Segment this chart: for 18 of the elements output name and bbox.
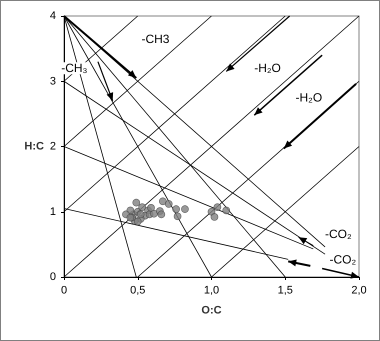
annotation: -H₂O <box>296 90 322 105</box>
x-tick-label: 1,0 <box>204 284 220 296</box>
annotation: -CH3 <box>141 32 170 46</box>
y-tick-label: 4 <box>50 10 56 22</box>
x-axis-title: O:C <box>201 304 222 316</box>
y-tick-label: 2 <box>50 140 56 152</box>
annotation: -H₂O <box>254 61 281 76</box>
y-tick-label: 3 <box>50 75 56 88</box>
y-tick-label: 0 <box>50 271 56 283</box>
annotation: -CO₂ <box>325 226 352 241</box>
x-tick-label: 2,0 <box>351 284 367 296</box>
annotation: -CO₂ <box>329 252 356 266</box>
y-axis-title: H:C <box>24 140 44 152</box>
annotation: -CH₃ <box>61 61 88 76</box>
x-tick-label: 0 <box>60 284 68 296</box>
x-tick-label: 0,5 <box>130 284 146 296</box>
x-tick-label: 1,5 <box>278 284 293 296</box>
y-tick-label: 1 <box>50 206 56 218</box>
